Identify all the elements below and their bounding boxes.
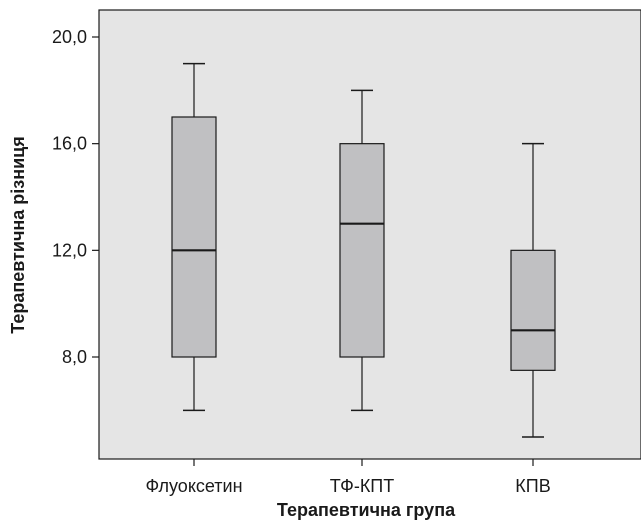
y-axis-title: Терапевтична різниця — [8, 136, 28, 334]
interquartile-box — [510, 249, 556, 371]
x-tick-label: КПВ — [515, 476, 550, 496]
y-axis: 8,0 12,0 16,0 20,0 — [52, 27, 99, 367]
box-2 — [339, 89, 385, 412]
interquartile-box — [339, 143, 385, 358]
x-tick-label: ТФ-КПТ — [330, 476, 395, 496]
box-3 — [510, 142, 556, 438]
y-tick-label: 16,0 — [52, 134, 87, 154]
y-tick-label: 8,0 — [62, 347, 87, 367]
x-axis: Флуоксетин ТФ-КПТ КПВ — [145, 459, 551, 496]
x-tick-label: Флуоксетин — [145, 476, 242, 496]
box-1 — [171, 62, 217, 412]
y-tick-label: 20,0 — [52, 27, 87, 47]
boxes-group — [171, 62, 556, 438]
interquartile-box — [171, 116, 217, 358]
y-tick-label: 12,0 — [52, 240, 87, 260]
x-axis-title: Терапевтична група — [277, 500, 456, 520]
